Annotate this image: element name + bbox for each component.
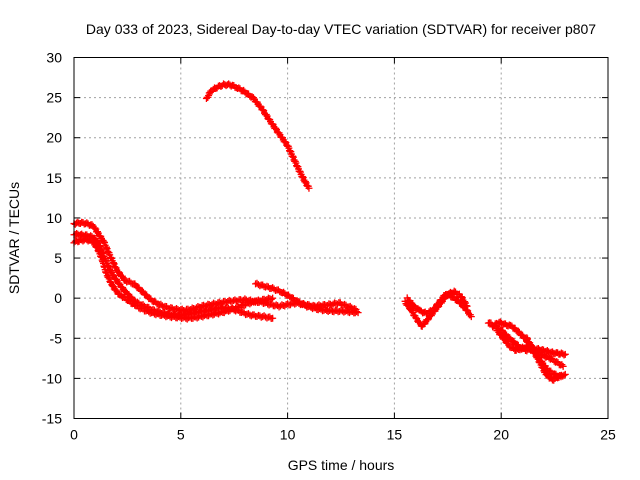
data-point bbox=[523, 334, 531, 342]
data-points bbox=[70, 80, 569, 384]
data-point bbox=[453, 296, 461, 304]
data-point bbox=[93, 228, 101, 236]
data-point bbox=[561, 370, 569, 378]
data-point bbox=[467, 313, 475, 321]
data-point bbox=[424, 316, 432, 324]
data-point bbox=[112, 275, 120, 283]
data-point bbox=[123, 289, 131, 297]
y-tick-label: 20 bbox=[46, 130, 62, 146]
series-track-k bbox=[523, 334, 569, 384]
data-point bbox=[559, 362, 567, 370]
data-point bbox=[457, 293, 465, 301]
data-point bbox=[109, 271, 117, 279]
data-point bbox=[281, 138, 289, 146]
data-point bbox=[112, 286, 120, 294]
x-tick-label: 25 bbox=[600, 427, 616, 443]
data-point bbox=[560, 351, 568, 359]
chart-title: Day 033 of 2023, Sidereal Day-to-day VTE… bbox=[86, 21, 596, 37]
data-point bbox=[353, 308, 361, 316]
data-point bbox=[305, 184, 313, 192]
data-point bbox=[256, 102, 264, 110]
data-point bbox=[354, 309, 362, 317]
data-point bbox=[534, 354, 542, 362]
data-point bbox=[560, 371, 568, 379]
data-point bbox=[138, 287, 146, 295]
data-point bbox=[262, 111, 270, 119]
data-point bbox=[504, 339, 512, 347]
y-tick-label: -15 bbox=[42, 411, 62, 427]
x-tick-label: 20 bbox=[493, 427, 509, 443]
x-tick-label: 0 bbox=[70, 427, 78, 443]
data-point bbox=[267, 295, 275, 303]
data-point bbox=[91, 224, 99, 232]
y-tick-label: -5 bbox=[50, 330, 63, 346]
data-point bbox=[538, 363, 546, 371]
data-point bbox=[301, 178, 309, 186]
y-tick-label: 0 bbox=[54, 290, 62, 306]
y-tick-label: -10 bbox=[42, 370, 62, 386]
x-tick-label: 15 bbox=[387, 427, 403, 443]
y-tick-label: 15 bbox=[46, 170, 62, 186]
data-point bbox=[531, 349, 539, 357]
series-track-g bbox=[403, 291, 475, 321]
data-point bbox=[299, 173, 307, 181]
data-point bbox=[561, 350, 569, 358]
data-point bbox=[272, 124, 280, 132]
series-track-c bbox=[70, 235, 277, 323]
series-track-e bbox=[202, 80, 313, 192]
y-axis-label: SDTVAR / TECUs bbox=[6, 182, 22, 294]
y-tick-label: 30 bbox=[46, 50, 62, 66]
plot-frame bbox=[73, 57, 609, 419]
data-point bbox=[415, 318, 423, 326]
series-track-a bbox=[70, 218, 360, 315]
data-point bbox=[90, 239, 98, 247]
data-point bbox=[434, 300, 442, 308]
y-tick-label: 10 bbox=[46, 210, 62, 226]
data-point bbox=[269, 314, 277, 322]
data-point bbox=[506, 334, 514, 342]
data-point bbox=[115, 279, 123, 287]
ticks: 0 5 10 15 20 25 -15 -10 -5 0 5 10 15 20 25 30 bbox=[42, 50, 616, 443]
y-tick-label: 25 bbox=[46, 90, 62, 106]
x-tick-label: 10 bbox=[280, 427, 296, 443]
data-point bbox=[118, 272, 126, 280]
x-axis-label: GPS time / hours bbox=[288, 457, 395, 473]
data-point bbox=[269, 294, 277, 302]
grid bbox=[74, 57, 608, 419]
x-tick-label: 5 bbox=[177, 427, 185, 443]
y-tick-label: 5 bbox=[54, 250, 62, 266]
data-point bbox=[540, 367, 548, 375]
series-track-d bbox=[252, 279, 362, 317]
